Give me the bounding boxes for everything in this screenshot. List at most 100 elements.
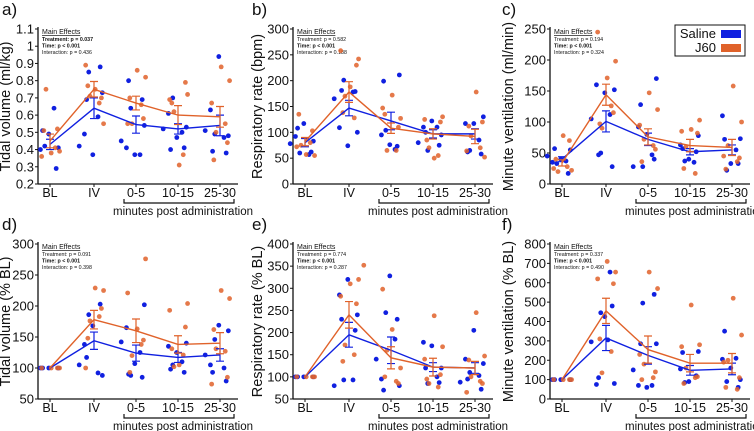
y-tick-label: 200 xyxy=(524,353,546,368)
data-point-saline xyxy=(478,151,484,157)
data-point-j60 xyxy=(464,389,470,395)
data-point-saline xyxy=(331,96,337,102)
data-point-saline xyxy=(596,375,601,381)
data-point-j60 xyxy=(209,100,215,106)
panel-label: c) xyxy=(502,0,516,19)
data-point-saline xyxy=(126,78,131,84)
data-point-saline xyxy=(722,136,727,142)
chart-panel-d: d) 50 100 150 200 250 300 Tidal volume (% BL) BL… xyxy=(0,215,253,431)
data-point-j60 xyxy=(692,375,698,381)
y-tick-label: 350 xyxy=(267,259,289,274)
panel-label: d) xyxy=(2,215,17,234)
data-point-saline xyxy=(429,118,435,124)
data-point-j60 xyxy=(183,79,188,85)
data-point-j60 xyxy=(681,166,687,171)
data-point-j60 xyxy=(721,359,727,365)
data-point-saline xyxy=(216,54,222,59)
y-tick-label: 100 xyxy=(267,125,289,140)
data-point-j60 xyxy=(183,324,188,330)
data-point-saline xyxy=(341,377,347,383)
stats-line: Time: p < 0.001 xyxy=(554,44,592,50)
y-tick-label: 300 xyxy=(12,237,34,252)
data-point-j60 xyxy=(599,125,605,131)
data-point-saline xyxy=(649,383,655,388)
y-tick-label: 250 xyxy=(524,22,546,37)
data-point-j60 xyxy=(169,100,175,106)
data-point-saline xyxy=(733,147,739,153)
x-tick-label: 10-15 xyxy=(417,186,449,200)
data-point-j60 xyxy=(595,276,601,282)
legend-swatch-j60 xyxy=(721,44,741,52)
data-point-saline xyxy=(640,300,646,306)
y-tick-label: 0.2 xyxy=(16,177,34,192)
data-point-j60 xyxy=(567,377,572,383)
data-point-j60 xyxy=(96,100,102,106)
stats-title: Main Effects xyxy=(297,29,336,36)
stats-line: Interaction: p = 0.436 xyxy=(42,50,92,56)
mean-line-saline xyxy=(49,107,221,145)
data-point-saline xyxy=(381,387,386,393)
data-point-saline xyxy=(202,352,208,358)
x-tick-label: 25-30 xyxy=(204,401,236,415)
data-point-j60 xyxy=(101,121,106,127)
data-point-j60 xyxy=(340,358,346,364)
y-axis-label: Tidal volume (ml/kg) xyxy=(0,42,14,172)
data-point-saline xyxy=(293,134,298,139)
data-point-saline xyxy=(733,355,739,361)
data-point-saline xyxy=(421,339,426,345)
x-tick-label: 10-15 xyxy=(162,401,194,415)
data-point-saline xyxy=(465,376,470,382)
data-point-saline xyxy=(82,131,87,137)
y-tick-label: 150 xyxy=(267,347,289,362)
error-bar-j60 xyxy=(429,128,437,140)
y-tick-label: 200 xyxy=(267,73,289,88)
data-point-j60 xyxy=(551,166,557,171)
data-point-saline xyxy=(168,366,173,372)
data-point-j60 xyxy=(734,159,740,165)
data-point-saline xyxy=(132,361,138,367)
data-point-j60 xyxy=(211,327,217,332)
data-point-j60 xyxy=(213,346,219,352)
error-bar-j60 xyxy=(90,80,98,98)
y-tick-label: 300 xyxy=(524,333,546,348)
y-tick-label: 0.5 xyxy=(16,125,34,140)
data-point-saline xyxy=(728,161,734,166)
x-tick-label: IV xyxy=(88,401,100,415)
data-point-j60 xyxy=(218,64,224,70)
data-point-j60 xyxy=(604,75,610,81)
x-tick-label: 25-30 xyxy=(716,186,748,200)
data-point-j60 xyxy=(637,122,643,128)
error-bar-j60 xyxy=(345,81,353,103)
x-axis-label: minutes post administration xyxy=(625,421,754,431)
y-tick-label: 100 xyxy=(12,361,34,376)
stats-title: Main Effects xyxy=(42,29,81,36)
data-point-j60 xyxy=(356,56,361,62)
data-point-saline xyxy=(651,291,657,297)
mean-line-saline xyxy=(561,120,733,160)
error-bar-saline xyxy=(90,331,98,350)
data-point-saline xyxy=(387,142,393,148)
data-point-j60 xyxy=(688,302,694,308)
x-tick-label: 10-15 xyxy=(674,186,706,200)
data-point-j60 xyxy=(739,119,744,125)
y-tick-label: 150 xyxy=(267,99,289,114)
y-axis-label: Respiratory rate (bpm) xyxy=(250,34,266,179)
data-point-saline xyxy=(644,384,650,390)
data-point-j60 xyxy=(611,281,616,287)
data-point-j60 xyxy=(482,353,487,359)
data-point-j60 xyxy=(361,262,367,268)
y-tick-label: 0.6 xyxy=(16,108,34,123)
data-point-j60 xyxy=(723,384,729,390)
data-point-j60 xyxy=(338,293,344,299)
x-bracket xyxy=(123,199,235,204)
data-point-saline xyxy=(396,72,402,78)
data-point-saline xyxy=(544,153,550,159)
data-point-saline xyxy=(565,171,571,176)
data-point-saline xyxy=(212,337,218,342)
data-point-j60 xyxy=(560,133,566,139)
data-point-saline xyxy=(354,129,360,135)
data-point-j60 xyxy=(141,337,146,343)
y-tick-label: 250 xyxy=(267,303,289,318)
data-point-saline xyxy=(638,102,643,108)
data-point-j60 xyxy=(180,152,186,158)
